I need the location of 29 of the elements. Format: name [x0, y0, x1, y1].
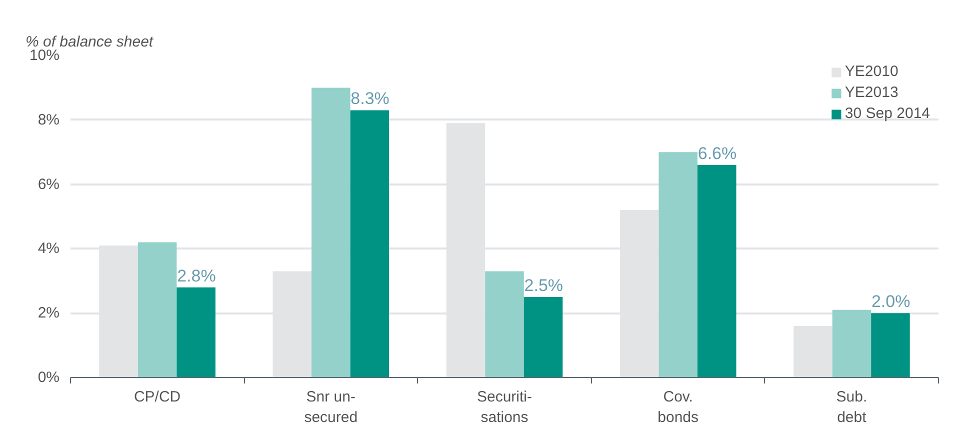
bar	[176, 287, 216, 378]
bar	[524, 297, 563, 378]
bar	[312, 88, 350, 378]
x-tick-label: Sub. debt	[836, 388, 868, 426]
data-label: 2.5%	[524, 276, 564, 295]
data-label: 2.0%	[871, 292, 910, 312]
legend-label: YE2010	[844, 63, 898, 80]
y-tick-label: 2%	[38, 304, 60, 322]
bar	[350, 110, 390, 378]
y-tick-label: 6%	[38, 176, 60, 193]
x-tick-label: Securiti- sations	[476, 388, 532, 426]
data-label: 8.3%	[350, 89, 390, 108]
bar	[485, 271, 524, 378]
bar	[832, 310, 872, 378]
bar	[871, 313, 910, 378]
y-tick-label: 8%	[38, 111, 60, 128]
bar	[697, 164, 736, 378]
bar	[658, 152, 698, 378]
y-tick-label: 4%	[38, 240, 60, 258]
x-tick-label: Snr un- secured	[304, 388, 358, 426]
x-tick-label: Cov. bonds	[658, 388, 699, 426]
bar	[138, 242, 177, 378]
bar	[794, 326, 832, 378]
data-label: 6.6%	[698, 144, 737, 163]
y-tick-label: 0%	[38, 369, 60, 386]
legend-label: YE2013	[844, 84, 898, 101]
x-tick-label: CP/CD	[134, 388, 181, 406]
legend-label: 30 Sep 2014	[844, 105, 930, 122]
data-label: 2.8%	[177, 266, 216, 286]
